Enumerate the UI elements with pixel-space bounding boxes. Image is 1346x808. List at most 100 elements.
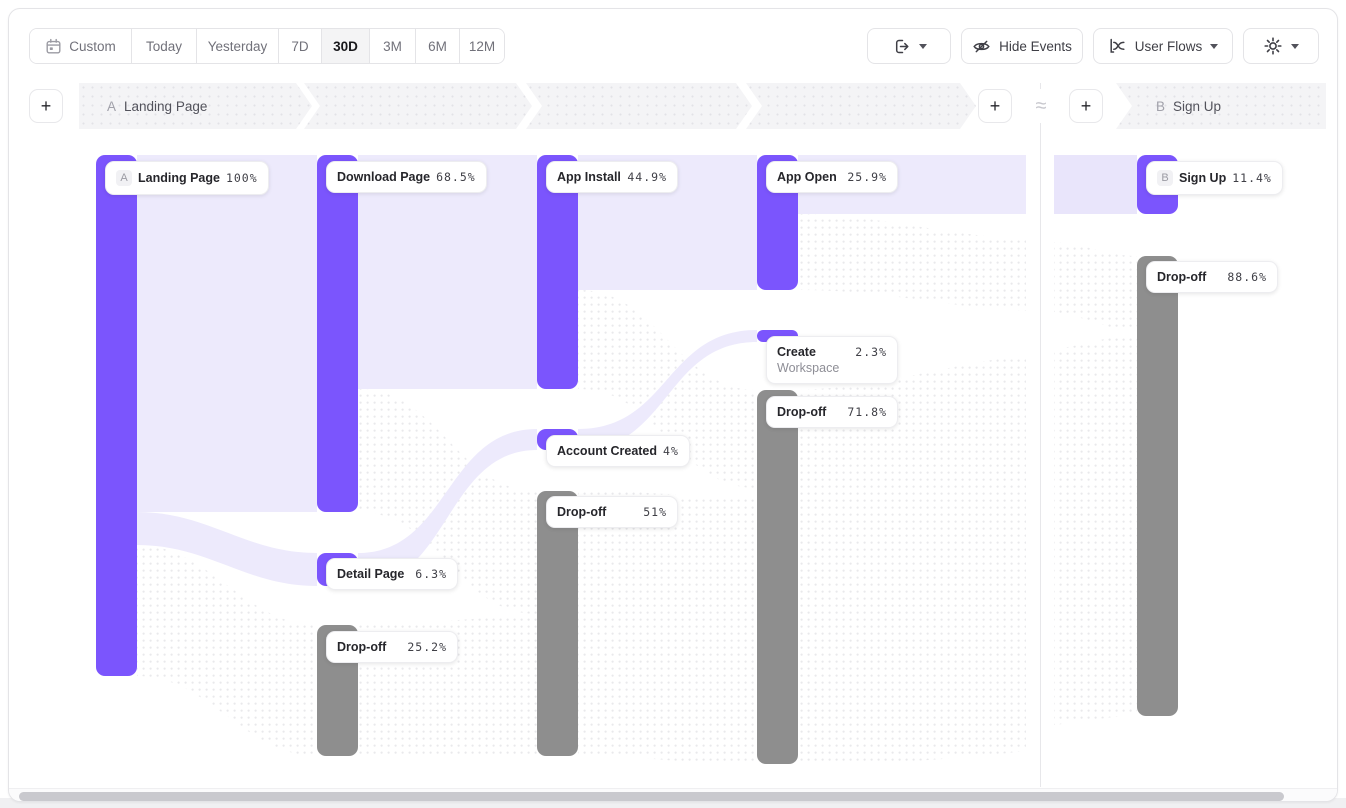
chevron-down-icon bbox=[1291, 43, 1299, 49]
chevron-down-icon bbox=[1210, 43, 1219, 49]
node-value: 88.6% bbox=[1227, 270, 1267, 284]
date-range-label: Custom bbox=[69, 38, 116, 54]
node-value: 71.8% bbox=[847, 405, 887, 419]
node-bar-dropoff-4 bbox=[757, 390, 798, 764]
node-badge-b: B bbox=[1157, 170, 1173, 186]
node-value: 25.2% bbox=[407, 640, 447, 654]
flow-b-badge: B bbox=[1156, 98, 1166, 114]
node-label-detail-page[interactable]: Detail Page 6.3% bbox=[326, 558, 458, 590]
plus-icon: + bbox=[1080, 96, 1092, 116]
node-name: Drop-off bbox=[557, 505, 607, 519]
date-range-label: Today bbox=[145, 38, 183, 54]
flow-b-header-label: B Sign Up bbox=[1116, 99, 1221, 114]
flow-a-name: Landing Page bbox=[124, 98, 208, 114]
flow-header-row: + A Landing Page + ≈ + B Sign Up bbox=[9, 83, 1337, 129]
add-step-flow-b-button[interactable]: + bbox=[1069, 89, 1103, 123]
flow-a-badge: A bbox=[107, 98, 117, 114]
node-value: 100% bbox=[225, 171, 258, 185]
node-name: Sign Up bbox=[1179, 171, 1227, 185]
date-range-label: 30D bbox=[333, 38, 358, 54]
flow-connector: ≈ bbox=[1025, 89, 1057, 123]
node-bar-app-install bbox=[537, 155, 578, 389]
node-label-dropoff-2[interactable]: Drop-off 25.2% bbox=[326, 631, 458, 663]
view-selector-button[interactable]: User Flows bbox=[1093, 28, 1233, 64]
flow-panels-divider bbox=[1040, 83, 1041, 787]
node-name: App Open bbox=[777, 170, 837, 184]
node-label-create-workspace[interactable]: Create 2.3% Workspace bbox=[766, 336, 898, 384]
chevron-down-icon bbox=[918, 43, 927, 49]
plus-icon: + bbox=[40, 96, 52, 116]
node-bar-download-page bbox=[317, 155, 358, 512]
node-name: Landing Page bbox=[138, 171, 220, 185]
node-label-download-page[interactable]: Download Page 68.5% bbox=[326, 161, 487, 193]
date-range-7d[interactable]: 7D bbox=[279, 29, 322, 63]
add-step-flow-a-button[interactable]: + bbox=[978, 89, 1012, 123]
date-range-today[interactable]: Today bbox=[132, 29, 197, 63]
hide-events-button[interactable]: Hide Events bbox=[961, 28, 1083, 64]
node-value: 2.3% bbox=[855, 345, 887, 359]
flow-a-step-3[interactable] bbox=[526, 83, 752, 129]
date-range-label: 6M bbox=[428, 38, 447, 54]
export-button[interactable] bbox=[867, 28, 951, 64]
node-value: 6.3% bbox=[415, 567, 447, 581]
date-range-label: 7D bbox=[291, 38, 309, 54]
node-name: Drop-off bbox=[337, 640, 387, 654]
node-name: App Install bbox=[557, 170, 621, 184]
node-name-secondary: Workspace bbox=[777, 361, 840, 375]
node-label-landing-page[interactable]: A Landing Page 100% bbox=[105, 161, 269, 195]
date-range-30d[interactable]: 30D bbox=[322, 29, 370, 63]
horizontal-scrollbar-thumb[interactable] bbox=[19, 792, 1284, 801]
node-badge-a: A bbox=[116, 170, 132, 186]
date-range-group: Custom Today Yesterday 7D 30D 3M 6M 12M bbox=[29, 28, 505, 64]
settings-button[interactable] bbox=[1243, 28, 1319, 64]
node-label-dropoff-3[interactable]: Drop-off 51% bbox=[546, 496, 678, 528]
date-range-yesterday[interactable]: Yesterday bbox=[197, 29, 279, 63]
view-selector-label: User Flows bbox=[1134, 38, 1203, 54]
add-flow-button[interactable]: + bbox=[29, 89, 63, 123]
node-label-dropoff-4[interactable]: Drop-off 71.8% bbox=[766, 396, 898, 428]
node-value: 51% bbox=[643, 505, 667, 519]
date-range-custom[interactable]: Custom bbox=[30, 29, 132, 63]
export-icon bbox=[892, 37, 911, 56]
calendar-icon bbox=[45, 38, 62, 55]
node-label-dropoff-b[interactable]: Drop-off 88.6% bbox=[1146, 261, 1278, 293]
node-label-sign-up[interactable]: B Sign Up 11.4% bbox=[1146, 161, 1283, 195]
horizontal-scrollbar bbox=[9, 788, 1337, 801]
page-bottom-strip bbox=[0, 798, 1346, 808]
date-range-label: 12M bbox=[468, 38, 496, 54]
flow-a-step-2[interactable] bbox=[304, 83, 532, 129]
node-name: Drop-off bbox=[777, 405, 827, 419]
toolbar: Custom Today Yesterday 7D 30D 3M 6M 12M bbox=[9, 9, 1337, 83]
node-value: 4% bbox=[663, 444, 679, 458]
node-name: Detail Page bbox=[337, 567, 405, 581]
date-range-label: Yesterday bbox=[207, 38, 268, 54]
flows-icon bbox=[1108, 37, 1127, 56]
eye-off-icon bbox=[972, 37, 991, 56]
node-bar-landing-page bbox=[96, 155, 137, 676]
date-range-6m[interactable]: 6M bbox=[416, 29, 460, 63]
date-range-3m[interactable]: 3M bbox=[370, 29, 416, 63]
node-value: 44.9% bbox=[627, 170, 667, 184]
gear-icon bbox=[1263, 36, 1283, 56]
node-label-app-install[interactable]: App Install 44.9% bbox=[546, 161, 678, 193]
node-name: Drop-off bbox=[1157, 270, 1207, 284]
node-label-account-created[interactable]: Account Created 4% bbox=[546, 435, 690, 467]
plus-icon: + bbox=[989, 96, 1001, 116]
flow-b-step-1[interactable]: B Sign Up bbox=[1116, 83, 1326, 129]
node-value: 25.9% bbox=[847, 170, 887, 184]
flow-b-name: Sign Up bbox=[1173, 98, 1222, 114]
node-value: 68.5% bbox=[436, 170, 476, 184]
date-range-12m[interactable]: 12M bbox=[460, 29, 504, 63]
node-name: Account Created bbox=[557, 444, 658, 458]
approx-symbol: ≈ bbox=[1035, 94, 1047, 117]
flow-a-step-1[interactable]: A Landing Page bbox=[79, 83, 312, 129]
flow-a-header-label: A Landing Page bbox=[79, 99, 207, 114]
node-bar-dropoff-3 bbox=[537, 491, 578, 756]
node-label-app-open[interactable]: App Open 25.9% bbox=[766, 161, 898, 193]
node-name: Download Page bbox=[337, 170, 431, 184]
hide-events-label: Hide Events bbox=[999, 38, 1072, 54]
node-bar-dropoff-b bbox=[1137, 256, 1178, 716]
flow-a-step-4[interactable] bbox=[746, 83, 976, 129]
date-range-label: 3M bbox=[383, 38, 402, 54]
user-flows-panel: Custom Today Yesterday 7D 30D 3M 6M 12M bbox=[8, 8, 1338, 802]
